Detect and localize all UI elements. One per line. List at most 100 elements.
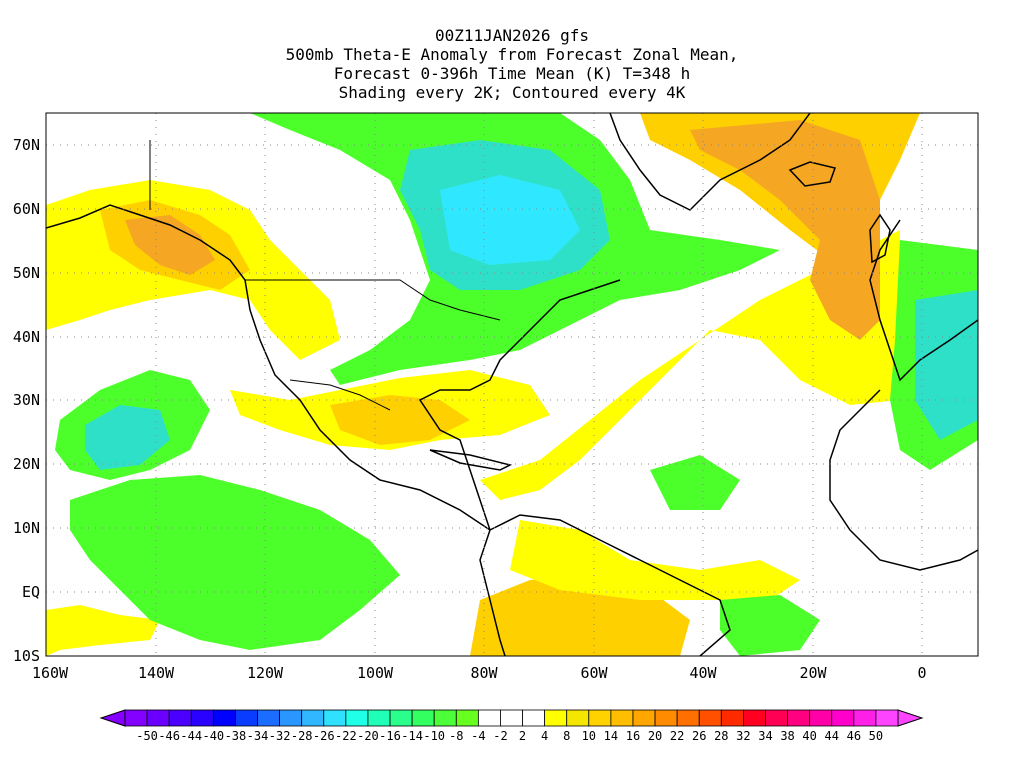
lon-tick-80w: 80W [470,664,498,682]
colorbar-label: -38 [225,729,247,743]
colorbar-label: -46 [158,729,180,743]
lon-tick-60w: 60W [580,664,608,682]
colorbar-label: 46 [847,729,861,743]
colorbar-label: 32 [736,729,750,743]
colorbar-swatch [743,709,766,727]
cold-anomaly-south-atlantic [720,595,820,656]
colorbar-label: -14 [401,729,423,743]
colorbar-label: 14 [604,729,618,743]
colorbar-swatch [235,709,258,727]
colorbar-arrow-high [897,709,924,727]
colorbar: -50 -46 -44 -40 -38 -34 -32 -28 -26 -22 -20 -16 -14-… [99,709,924,743]
cold-anomaly-hudson-core [440,175,580,265]
colorbar-label: -34 [247,729,269,743]
colorbar-label: 40 [802,729,816,743]
title-line-1: 00Z11JAN2026 gfs [434,26,590,45]
map-title: 00Z11JAN2026 gfs 500mb Theta-E Anomaly f… [0,26,1024,102]
colorbar-swatch [389,709,413,727]
colorbar-label: -16 [379,729,401,743]
coastline-alaska [46,204,246,281]
colorbar-swatch [566,709,590,727]
colorbar-label: -8 [449,729,463,743]
colorbar-swatch [765,709,788,727]
coastline-uk [869,213,891,264]
colorbar-swatch [257,709,281,727]
lat-tick-10s: 10S [13,647,40,665]
colorbar-label: 4 [541,729,548,743]
colorbar-swatch [632,709,656,727]
colorbar-swatch [190,709,214,727]
colorbar-label: -40 [202,729,224,743]
colorbar-swatch [323,709,347,727]
lat-tick-10n: 10N [13,519,40,537]
colorbar-label: 8 [563,729,570,743]
colorbar-label: -28 [291,729,313,743]
lat-tick-20n: 20N [13,455,40,473]
coastline-north-america-east [418,279,621,531]
latitude-axis: 70N 60N 50N 40N 30N 20N 10N EQ 10S [13,136,40,665]
lon-tick-160w: 160W [32,664,69,682]
colorbar-label: -50 [136,729,158,743]
coastlines [46,113,978,656]
us-mexico-border [289,379,391,411]
colorbar-label: -10 [423,729,445,743]
colorbar-swatch [345,709,369,727]
warm-anomaly-east-pacific-south [46,605,160,656]
coastline-north-america-west [244,279,491,531]
colorbar-label: 44 [825,729,839,743]
colorbar-label: 28 [714,729,728,743]
anomaly-shading [46,113,978,656]
colorbar-swatch [831,709,855,727]
colorbar-swatch [124,709,148,727]
colorbar-swatch [787,709,811,727]
colorbar-swatch [809,709,833,727]
colorbar-swatch [500,709,523,727]
coastline-south-america-west [479,529,506,656]
cold-anomaly-tropical-pacific [70,475,400,650]
colorbar-label: 26 [692,729,706,743]
coastline-south-america [489,514,731,656]
colorbar-swatch [698,709,722,727]
colorbar-label: 10 [582,729,596,743]
colorbar-swatch [676,709,700,727]
colorbar-swatch [455,709,479,727]
lat-tick-40n: 40N [13,328,40,346]
colorbar-arrow-low [99,709,126,727]
lat-tick-60n: 60N [13,200,40,218]
lon-tick-40w: 40W [689,664,717,682]
lat-tick-70n: 70N [13,136,40,154]
lon-tick-0: 0 [917,664,926,682]
colorbar-swatch [853,709,877,727]
us-canada-border [245,279,501,321]
lat-tick-eq: EQ [22,583,40,601]
colorbar-label: 50 [869,729,883,743]
warm-anomaly-atlantic-band [480,230,900,500]
colorbar-swatch [279,709,303,727]
longitude-axis: 160W 140W 120W 100W 80W 60W 40W 20W 0 [32,664,927,682]
colorbar-label: 20 [648,729,662,743]
colorbar-swatch [588,709,612,727]
colorbar-label: -26 [313,729,335,743]
colorbar-swatch [433,709,457,727]
colorbar-label: -32 [269,729,291,743]
lon-tick-140w: 140W [138,664,175,682]
colorbar-swatch [720,709,744,727]
colorbar-swatch [168,709,192,727]
colorbar-label: 2 [519,729,526,743]
colorbar-label: 38 [780,729,794,743]
cold-anomaly-europe-core [915,290,978,440]
warm-anomaly-gulf-core [330,395,470,445]
colorbar-label: -4 [471,729,485,743]
colorbar-swatch [367,709,391,727]
cold-anomaly-central-atlantic [650,455,740,510]
colorbar-swatch [522,709,546,727]
coastline-cuba [429,449,513,471]
colorbar-label: -2 [493,729,507,743]
lat-tick-50n: 50N [13,264,40,282]
colorbar-swatch [146,709,170,727]
coastline-iceland [788,161,836,187]
lon-tick-20w: 20W [799,664,827,682]
cold-anomaly-hawaii-core [85,405,170,470]
colorbar-swatch [411,709,435,727]
